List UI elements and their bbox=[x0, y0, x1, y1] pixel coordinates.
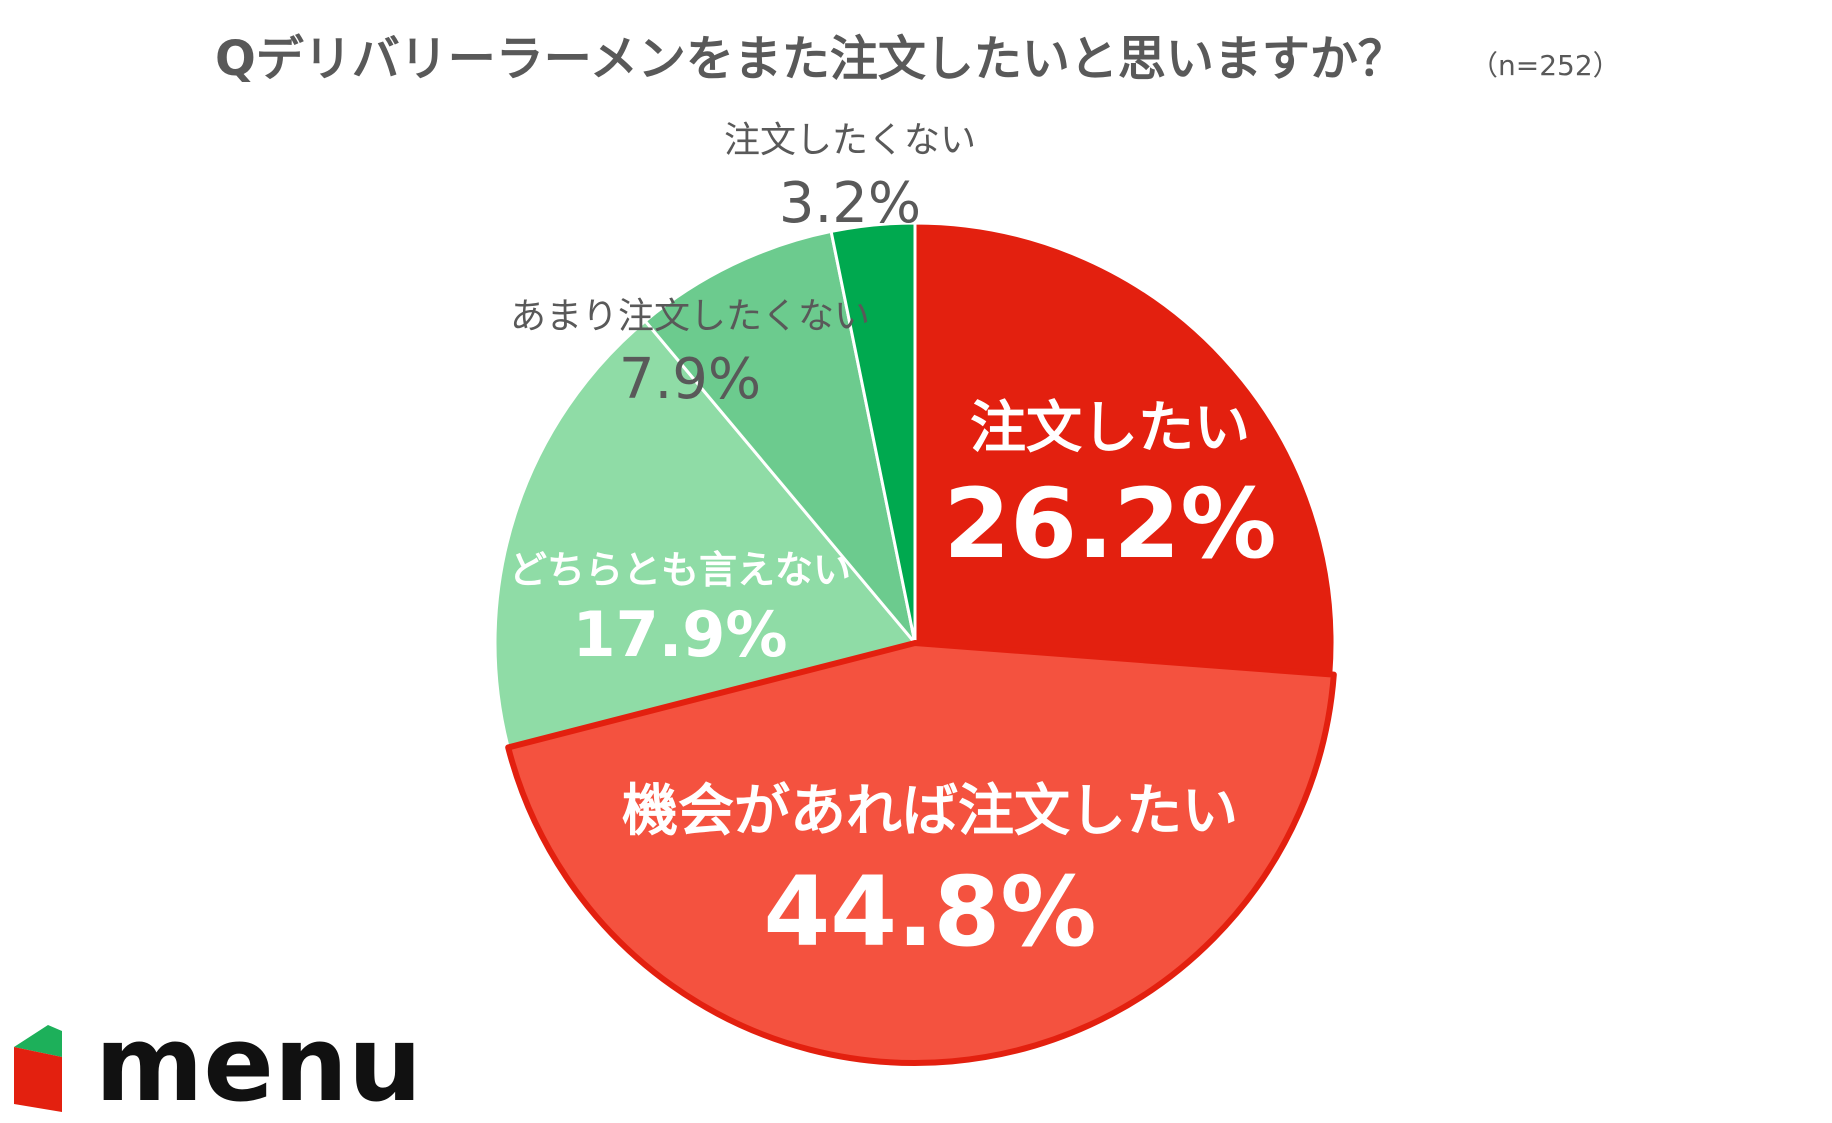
logo-wordmark: menu bbox=[95, 1003, 422, 1123]
menu-logo: menu bbox=[14, 1003, 422, 1123]
logo-box-red-icon bbox=[14, 1047, 62, 1112]
slice-label-neutral: どちらとも言えない bbox=[509, 548, 851, 592]
slice-label-rather-not: あまり注文したくない bbox=[510, 296, 870, 337]
chart-title: Qデリバリーラーメンをまた注文したいと思いますか？ bbox=[215, 31, 1406, 87]
slice-not-order bbox=[829, 221, 917, 644]
slice-neutral bbox=[493, 318, 918, 750]
slice-label-maybe-order: 機会があれば注文したい bbox=[622, 779, 1238, 844]
slice-label-not-order: 注文したくない bbox=[724, 120, 976, 161]
slice-value-order: 26.2% bbox=[943, 468, 1276, 580]
slice-rather-not bbox=[643, 229, 917, 644]
slice-maybe-order-outline bbox=[505, 640, 1337, 1066]
slice-value-maybe-order: 44.8% bbox=[763, 856, 1096, 968]
slice-value-neutral: 17.9% bbox=[572, 598, 787, 671]
pie-chart bbox=[493, 221, 1337, 1066]
sample-size-note: （n=252） bbox=[1470, 49, 1621, 82]
slice-value-not-order: 3.2% bbox=[779, 171, 921, 236]
slice-label-order: 注文したい bbox=[970, 396, 1250, 461]
pie-labels: 注文したい 26.2% 機会があれば注文したい 44.8% どちらとも言えない … bbox=[509, 120, 1277, 968]
logo-box-green-icon bbox=[14, 1025, 62, 1057]
slice-value-rather-not: 7.9% bbox=[619, 347, 761, 412]
slice-order bbox=[913, 221, 1337, 677]
